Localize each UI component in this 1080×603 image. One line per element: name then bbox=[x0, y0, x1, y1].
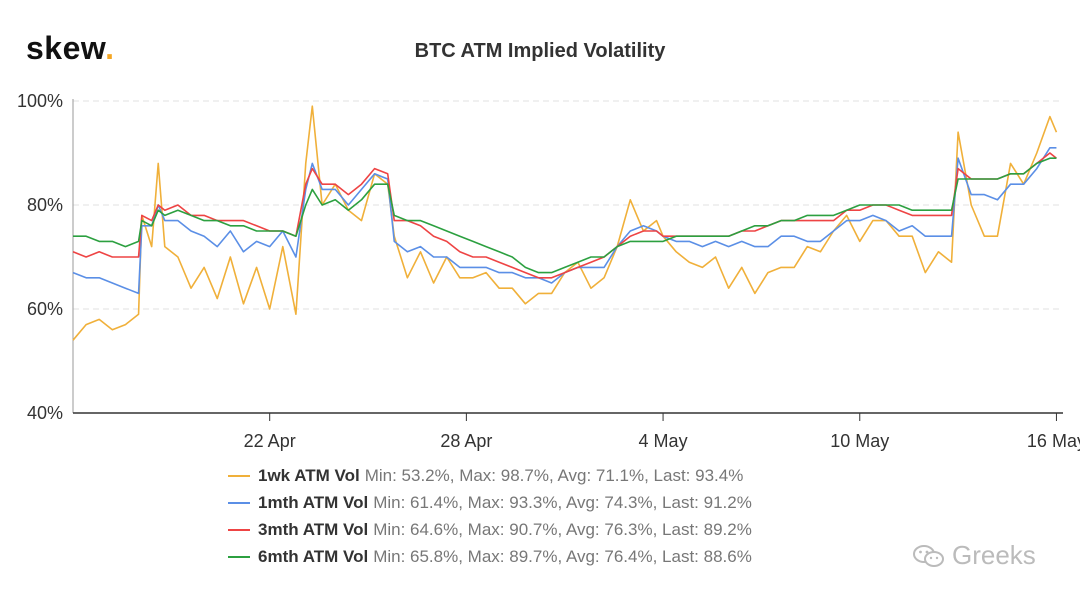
wechat-icon bbox=[913, 544, 944, 567]
legend-name: 1wk ATM Vol bbox=[258, 465, 360, 485]
legend-item-1wk[interactable]: 1wk ATM Vol Min: 53.2%, Max: 98.7%, Avg:… bbox=[228, 462, 752, 489]
legend-swatch-6mth bbox=[228, 555, 250, 558]
x-tick-label: 4 May bbox=[639, 431, 688, 451]
x-tick-label: 28 Apr bbox=[440, 431, 492, 451]
y-tick-label: 80% bbox=[27, 195, 63, 215]
legend-swatch-1wk bbox=[228, 474, 250, 477]
series-line-mth6 bbox=[73, 157, 1057, 274]
x-tick-label: 16 May bbox=[1027, 431, 1080, 451]
volatility-chart: 100% 80% 60% 40% 22 Apr 28 Apr 4 May 10 May 16 M… bbox=[17, 91, 1080, 451]
x-tick-label: 22 Apr bbox=[244, 431, 296, 451]
legend-swatch-3mth bbox=[228, 528, 250, 531]
legend-name: 3mth ATM Vol bbox=[258, 519, 369, 539]
legend-item-3mth[interactable]: 3mth ATM Vol Min: 64.6%, Max: 90.7%, Avg… bbox=[228, 516, 752, 543]
legend-name: 1mth ATM Vol bbox=[258, 492, 369, 512]
series-line-mth1 bbox=[72, 147, 1057, 295]
x-tick-label: 10 May bbox=[830, 431, 889, 451]
legend-name: 6mth ATM Vol bbox=[258, 546, 369, 566]
skew-logo: skew. bbox=[26, 30, 115, 66]
legend-item-6mth[interactable]: 6mth ATM Vol Min: 65.8%, Max: 89.7%, Avg… bbox=[228, 543, 752, 570]
y-tick-label: 40% bbox=[27, 403, 63, 423]
watermark-text: Greeks bbox=[952, 540, 1036, 570]
chart-title: BTC ATM Implied Volatility bbox=[414, 40, 666, 62]
legend-stats: Min: 65.8%, Max: 89.7%, Avg: 76.4%, Last… bbox=[373, 546, 752, 566]
series-line-mth3 bbox=[72, 152, 1057, 279]
y-tick-label: 60% bbox=[27, 299, 63, 319]
chart-legend: 1wk ATM Vol Min: 53.2%, Max: 98.7%, Avg:… bbox=[228, 462, 752, 570]
series-line-wk1 bbox=[72, 105, 1058, 341]
legend-stats: Min: 64.6%, Max: 90.7%, Avg: 76.3%, Last… bbox=[373, 519, 752, 539]
watermark: Greeks bbox=[912, 540, 1036, 571]
y-tick-label: 100% bbox=[17, 91, 63, 111]
legend-swatch-1mth bbox=[228, 501, 250, 504]
legend-stats: Min: 61.4%, Max: 93.3%, Avg: 74.3%, Last… bbox=[373, 492, 752, 512]
legend-stats: Min: 53.2%, Max: 98.7%, Avg: 71.1%, Last… bbox=[364, 465, 744, 485]
legend-item-1mth[interactable]: 1mth ATM Vol Min: 61.4%, Max: 93.3%, Avg… bbox=[228, 489, 752, 516]
